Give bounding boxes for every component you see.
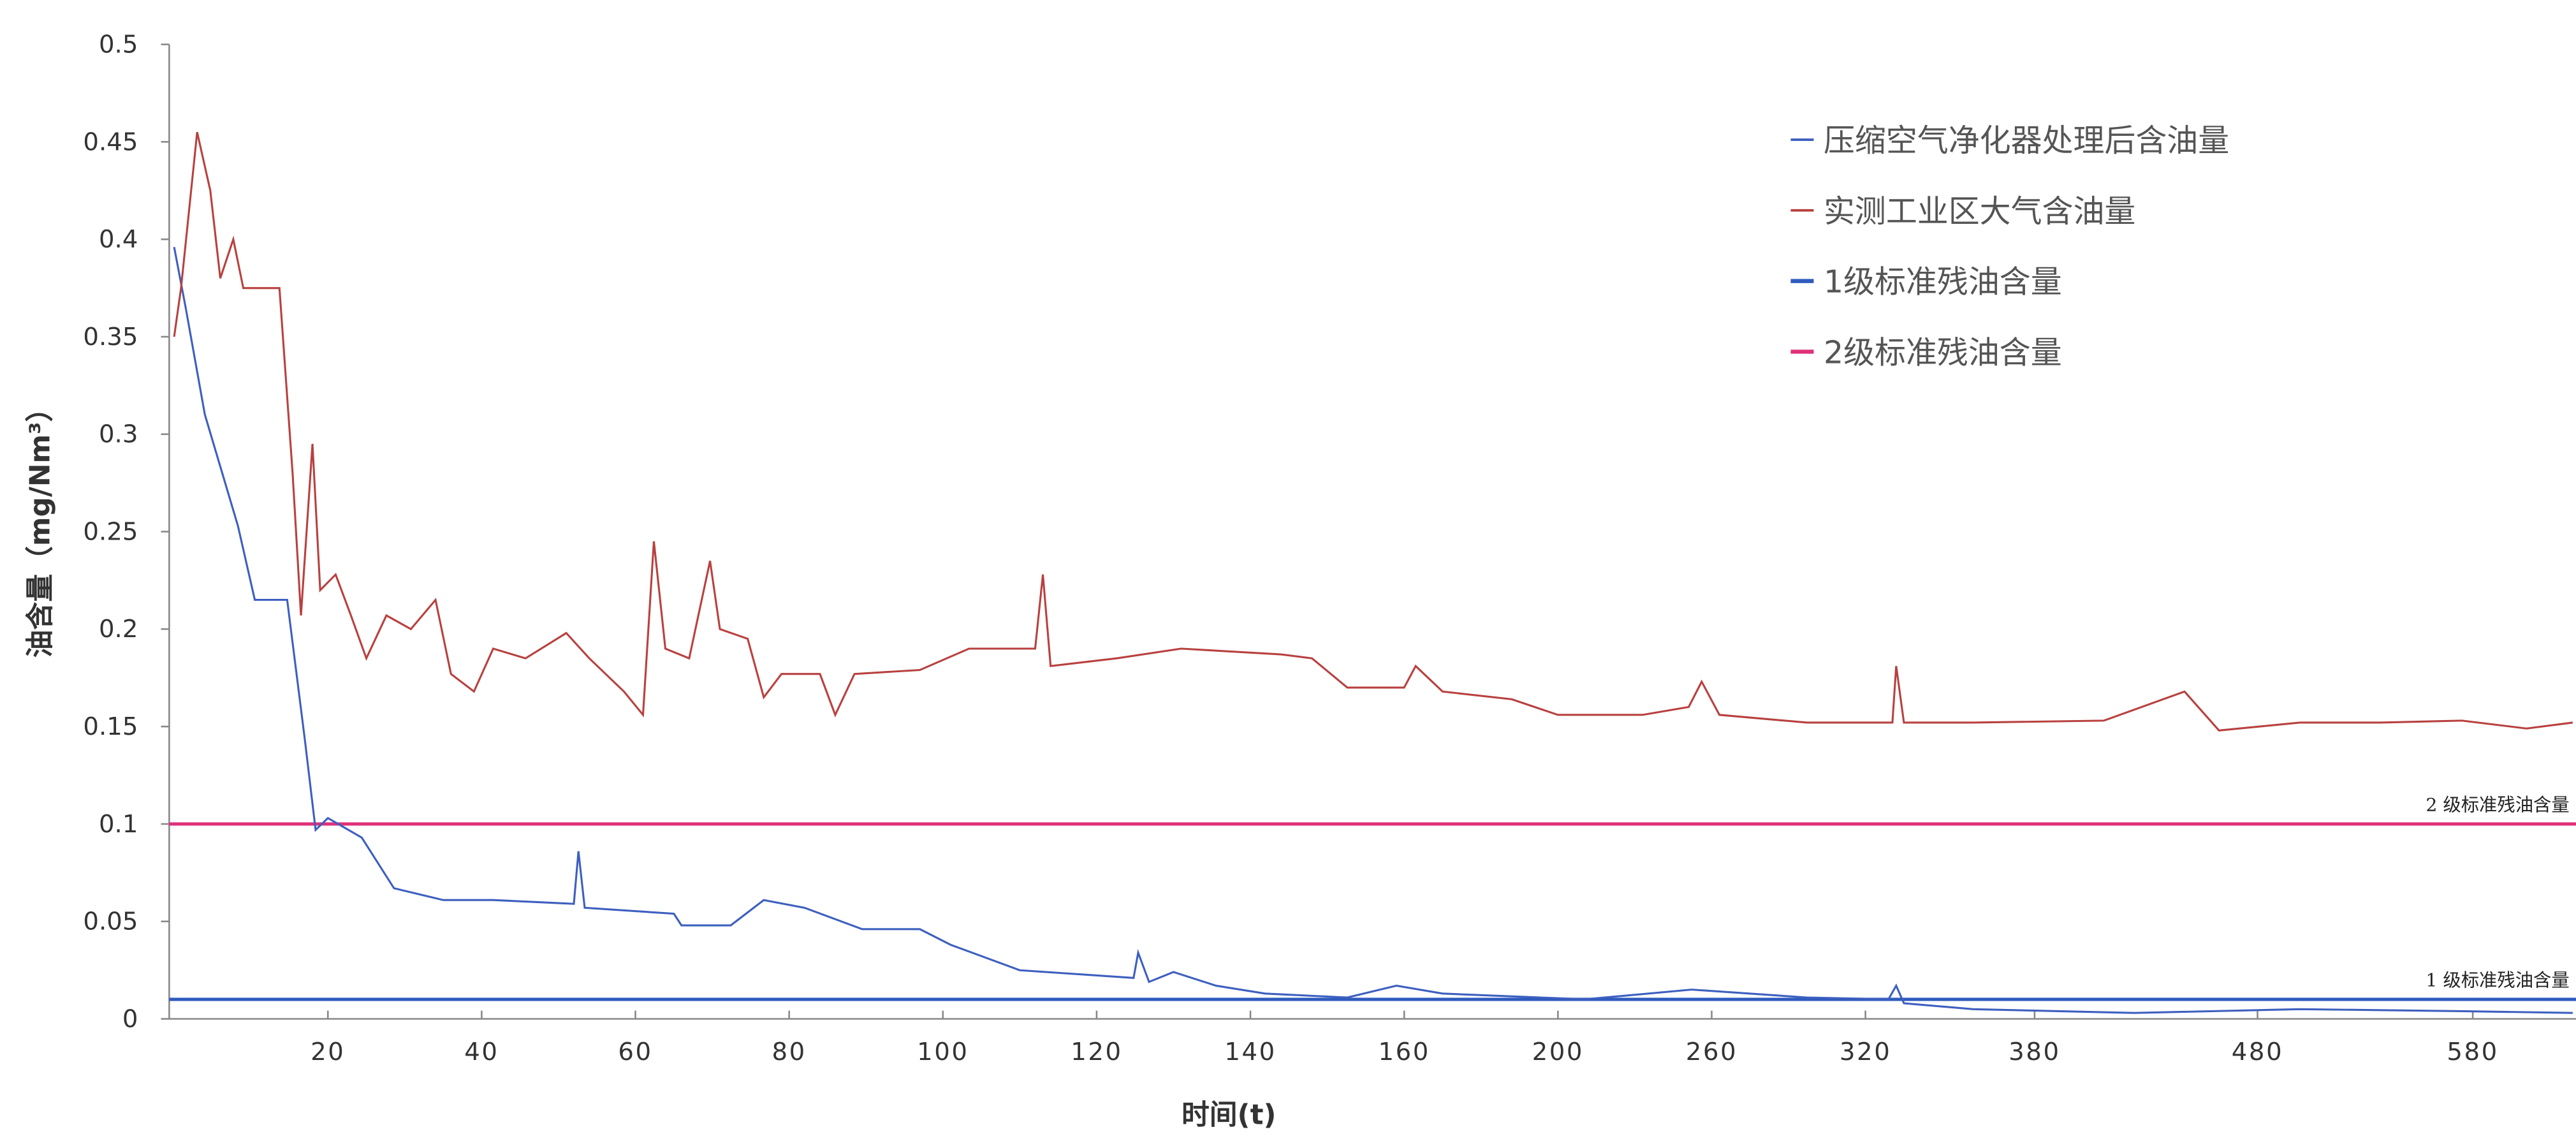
x-tick-label: 40 (464, 1038, 499, 1066)
x-tick-label: 260 (1686, 1038, 1738, 1066)
legend-label: 1级标准残油含量 (1824, 264, 2062, 300)
y-axis-title: 油含量（mg/Nm³） (24, 394, 56, 658)
x-tick-label: 100 (917, 1038, 969, 1066)
legend-label: 2级标准残油含量 (1824, 334, 2062, 371)
y-tick-label: 0 (122, 1005, 138, 1033)
y-tick-label: 0.45 (83, 128, 138, 156)
x-tick-label: 200 (1532, 1038, 1584, 1066)
y-tick-label: 0.1 (99, 810, 138, 839)
legend-label: 压缩空气净化器处理后含油量 (1824, 122, 2229, 159)
x-tick-label: 20 (311, 1038, 345, 1066)
x-tick-label: 380 (2009, 1038, 2060, 1066)
x-tick-label: 580 (2447, 1038, 2498, 1066)
reference-label: 1 级标准残油含量 (2426, 969, 2569, 990)
x-tick-label: 120 (1071, 1038, 1122, 1066)
y-tick-label: 0.3 (99, 420, 138, 449)
y-tick-label: 0.15 (83, 712, 138, 741)
x-tick-label: 140 (1224, 1038, 1276, 1066)
y-tick-label: 0.05 (83, 908, 138, 936)
x-tick-label: 480 (2232, 1038, 2283, 1066)
legend-label: 实测工业区大气含油量 (1824, 193, 2135, 230)
reference-label: 2 级标准残油含量 (2426, 794, 2569, 815)
x-axis-title: 时间(t) (1182, 1098, 1277, 1131)
y-tick-label: 0.25 (83, 517, 138, 546)
x-tick-label: 320 (1840, 1038, 1891, 1066)
y-tick-label: 0.4 (99, 225, 138, 254)
y-tick-label: 0.35 (83, 323, 138, 351)
x-tick-label: 60 (618, 1038, 652, 1066)
series-line (173, 247, 2573, 1014)
x-tick-label: 80 (772, 1038, 807, 1066)
x-tick-label: 160 (1378, 1038, 1430, 1066)
y-tick-label: 0.5 (99, 31, 138, 59)
y-tick-label: 0.2 (99, 615, 138, 644)
series-line (173, 131, 2573, 732)
